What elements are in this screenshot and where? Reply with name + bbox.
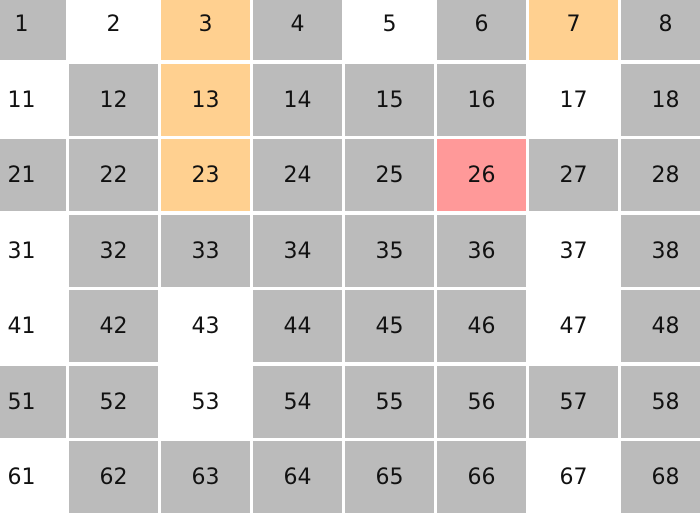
grid-cell-36[interactable]: 36 [437,215,526,287]
grid-cell-4[interactable]: 4 [253,0,342,60]
grid-cell-7[interactable]: 7 [529,0,618,60]
grid-cell-27[interactable]: 27 [529,139,618,211]
grid-cell-63[interactable]: 63 [161,441,250,513]
grid-cell-47[interactable]: 47 [529,290,618,362]
grid-cell-52[interactable]: 52 [69,366,158,438]
grid-cell-44[interactable]: 44 [253,290,342,362]
grid-cell-6[interactable]: 6 [437,0,526,60]
grid-cell-68[interactable]: 68 [621,441,700,513]
grid-cell-15[interactable]: 15 [345,64,434,136]
grid-cell-55[interactable]: 55 [345,366,434,438]
grid-cell-61[interactable]: 61 [0,441,66,513]
grid-cell-18[interactable]: 18 [621,64,700,136]
grid-cell-42[interactable]: 42 [69,290,158,362]
grid-cell-45[interactable]: 45 [345,290,434,362]
grid-cell-21[interactable]: 21 [0,139,66,211]
grid-cell-26[interactable]: 26 [437,139,526,211]
grid-cell-25[interactable]: 25 [345,139,434,211]
grid-cell-14[interactable]: 14 [253,64,342,136]
grid-cell-65[interactable]: 65 [345,441,434,513]
grid-cell-58[interactable]: 58 [621,366,700,438]
grid-cell-24[interactable]: 24 [253,139,342,211]
grid-cell-1[interactable]: 1 [0,0,66,60]
grid-cell-62[interactable]: 62 [69,441,158,513]
grid-cell-8[interactable]: 8 [621,0,700,60]
grid-cell-53[interactable]: 53 [161,366,250,438]
grid-cell-17[interactable]: 17 [529,64,618,136]
grid-cell-46[interactable]: 46 [437,290,526,362]
grid-cell-38[interactable]: 38 [621,215,700,287]
grid-cell-12[interactable]: 12 [69,64,158,136]
grid-cell-48[interactable]: 48 [621,290,700,362]
grid-cell-41[interactable]: 41 [0,290,66,362]
grid-cell-64[interactable]: 64 [253,441,342,513]
grid-cell-51[interactable]: 51 [0,366,66,438]
grid-cell-37[interactable]: 37 [529,215,618,287]
grid-cell-3[interactable]: 3 [161,0,250,60]
grid-cell-33[interactable]: 33 [161,215,250,287]
grid-cell-13[interactable]: 13 [161,64,250,136]
grid-cell-35[interactable]: 35 [345,215,434,287]
grid-cell-31[interactable]: 31 [0,215,66,287]
grid-cell-66[interactable]: 66 [437,441,526,513]
grid-cell-57[interactable]: 57 [529,366,618,438]
grid-cell-23[interactable]: 23 [161,139,250,211]
grid-cell-32[interactable]: 32 [69,215,158,287]
grid-cell-2[interactable]: 2 [69,0,158,60]
grid-cell-34[interactable]: 34 [253,215,342,287]
grid-cell-11[interactable]: 11 [0,64,66,136]
grid-cell-28[interactable]: 28 [621,139,700,211]
grid-cell-67[interactable]: 67 [529,441,618,513]
grid-cell-56[interactable]: 56 [437,366,526,438]
grid-cell-43[interactable]: 43 [161,290,250,362]
grid-cell-54[interactable]: 54 [253,366,342,438]
grid-cell-16[interactable]: 16 [437,64,526,136]
grid-cell-5[interactable]: 5 [345,0,434,60]
grid-cell-22[interactable]: 22 [69,139,158,211]
